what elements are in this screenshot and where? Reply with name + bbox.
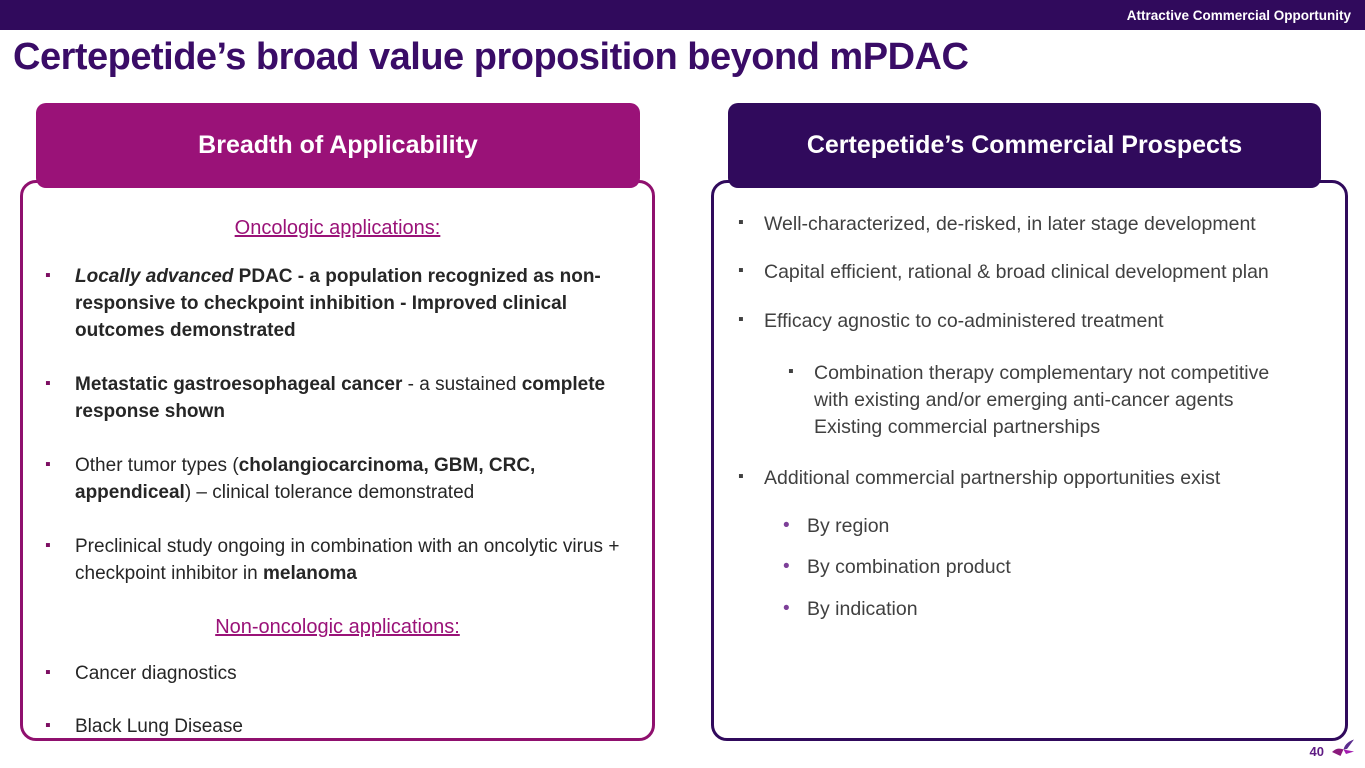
bullet-text-segment: - a sustained	[402, 373, 522, 395]
slide-footer: 40	[1310, 739, 1355, 763]
left-panel-header-label: Breadth of Applicability	[198, 131, 478, 159]
dot-list-item: By combination product	[781, 554, 1325, 581]
top-banner: Attractive Commercial Opportunity	[0, 0, 1365, 30]
page-number: 40	[1309, 743, 1324, 759]
non-oncologic-bullet-list: Cancer diagnostics Black Lung Disease	[23, 661, 652, 741]
bullet-text: Capital efficient, rational & broad clin…	[764, 261, 1269, 284]
list-item: Metastatic gastroesophageal cancer - a s…	[43, 372, 624, 426]
list-item: Black Lung Disease	[43, 714, 624, 741]
bullet-text-segment: Preclinical study ongoing in combination…	[75, 535, 620, 584]
page-title: Certepetide’s broad value proposition be…	[13, 36, 969, 78]
bullet-text-segment: Locally advanced	[75, 266, 234, 287]
bullet-text-segment: ) – clinical tolerance demonstrated	[184, 481, 475, 503]
bullet-text: Combination therapy complementary not co…	[814, 361, 1270, 439]
bullet-text: Well-characterized, de-risked, in later …	[764, 213, 1256, 235]
bullet-text-segment: Other tumor types (	[75, 454, 239, 476]
sub-list-item: Combination therapy complementary not co…	[786, 360, 1306, 442]
right-panel: Well-characterized, de-risked, in later …	[711, 180, 1348, 741]
right-panel-header: Certepetide’s Commercial Prospects	[728, 103, 1321, 188]
oncologic-bullet-list: Locally advanced PDAC - a population rec…	[23, 264, 652, 588]
list-item: Other tumor types (cholangiocarcinoma, G…	[43, 453, 624, 507]
right-panel-header-label: Certepetide’s Commercial Prospects	[806, 131, 1243, 159]
banner-label: Attractive Commercial Opportunity	[1126, 7, 1351, 23]
hummingbird-logo-icon	[1331, 739, 1355, 763]
list-item: Preclinical study ongoing in combination…	[43, 534, 624, 588]
bullet-text-segment: Cancer diagnostics	[75, 662, 237, 684]
list-item: Additional commercial partnership opport…	[736, 465, 1325, 492]
bullet-text: Additional commercial partnership opport…	[764, 466, 1221, 489]
bullet-text-segment: complete response shown	[75, 373, 606, 422]
dot-list-item: By region	[781, 513, 1325, 540]
list-item: Cancer diagnostics	[43, 661, 624, 688]
list-item: Capital efficient, rational & broad clin…	[736, 259, 1325, 286]
list-item: Efficacy agnostic to co-administered tre…	[736, 308, 1325, 335]
non-oncologic-applications-heading: Non-oncologic applications:	[215, 615, 460, 638]
bullet-text-segment: cholangiocarcinoma, GBM, CRC, appendicea…	[75, 454, 536, 503]
bullet-text: By region	[807, 515, 890, 538]
oncologic-applications-heading: Oncologic applications:	[234, 217, 441, 239]
left-panel: Oncologic applications: Locally advanced…	[20, 180, 655, 741]
bullet-text-segment: melanoma	[263, 562, 357, 584]
bullet-text-segment: Black Lung Disease	[75, 715, 243, 737]
bullet-text: Efficacy agnostic to co-administered tre…	[764, 309, 1164, 332]
list-item: Locally advanced PDAC - a population rec…	[43, 264, 624, 345]
bullet-text-segment: PDAC - a population recognized as non-re…	[75, 266, 601, 341]
bullet-text: By indication	[807, 597, 918, 620]
list-item: Well-characterized, de-risked, in later …	[736, 211, 1325, 238]
commercial-prospects-bullet-list: Well-characterized, de-risked, in later …	[714, 183, 1345, 623]
bullet-text-segment: Metastatic gastroesophageal cancer	[75, 373, 403, 395]
dot-list-item: By indication	[781, 596, 1325, 623]
left-panel-header: Breadth of Applicability	[36, 103, 640, 188]
bullet-text: By combination product	[807, 556, 1011, 579]
